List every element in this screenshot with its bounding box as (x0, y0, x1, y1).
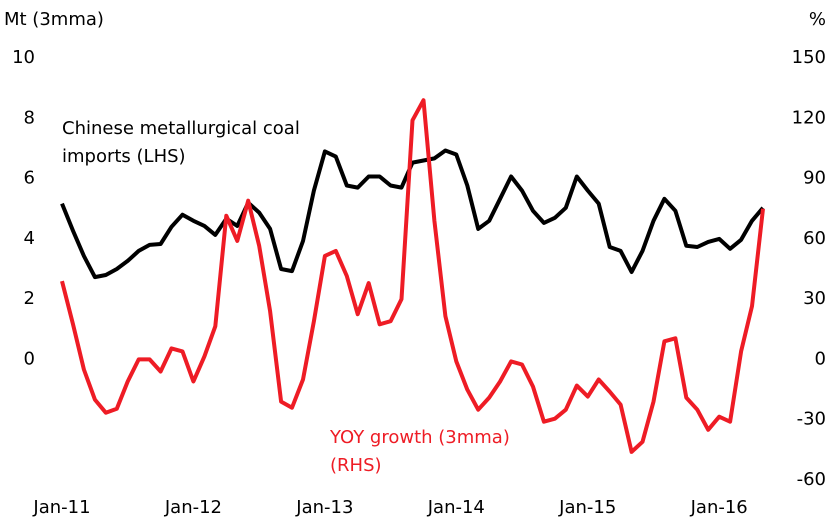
y2-tick-label: 150 (792, 47, 826, 68)
y-axis-label: Mt (3mma) (4, 9, 104, 30)
x-tick-label: Jan-14 (427, 497, 485, 518)
y2-tick-label: -60 (797, 469, 826, 490)
annotation: imports (LHS) (62, 146, 186, 167)
annotation: (RHS) (330, 455, 382, 476)
y-tick-label: 4 (24, 228, 35, 249)
series-line (60, 98, 765, 454)
y2-tick-label: 0 (815, 348, 826, 369)
series-line (60, 148, 765, 280)
y2-tick-label: -30 (797, 409, 826, 430)
y2-tick-label: 90 (803, 168, 826, 189)
x-tick-label: Jan-15 (558, 497, 616, 518)
y-tick-label: 0 (24, 348, 35, 369)
y-tick-label: 2 (24, 288, 35, 309)
annotation: YOY growth (3mma) (329, 427, 510, 448)
y2-tick-label: 60 (803, 228, 826, 249)
y2-tick-label: 30 (803, 288, 826, 309)
y-tick-label: 10 (12, 47, 35, 68)
y-tick-label: 8 (24, 107, 35, 128)
x-tick-label: Jan-12 (164, 497, 222, 518)
x-tick-label: Jan-16 (690, 497, 748, 518)
y2-axis-label: % (809, 9, 826, 30)
y2-tick-label: 120 (792, 107, 826, 128)
y-tick-label: 6 (24, 168, 35, 189)
annotation: Chinese metallurgical coal (62, 118, 300, 139)
x-tick-label: Jan-11 (32, 497, 90, 518)
x-tick-label: Jan-13 (295, 497, 353, 518)
